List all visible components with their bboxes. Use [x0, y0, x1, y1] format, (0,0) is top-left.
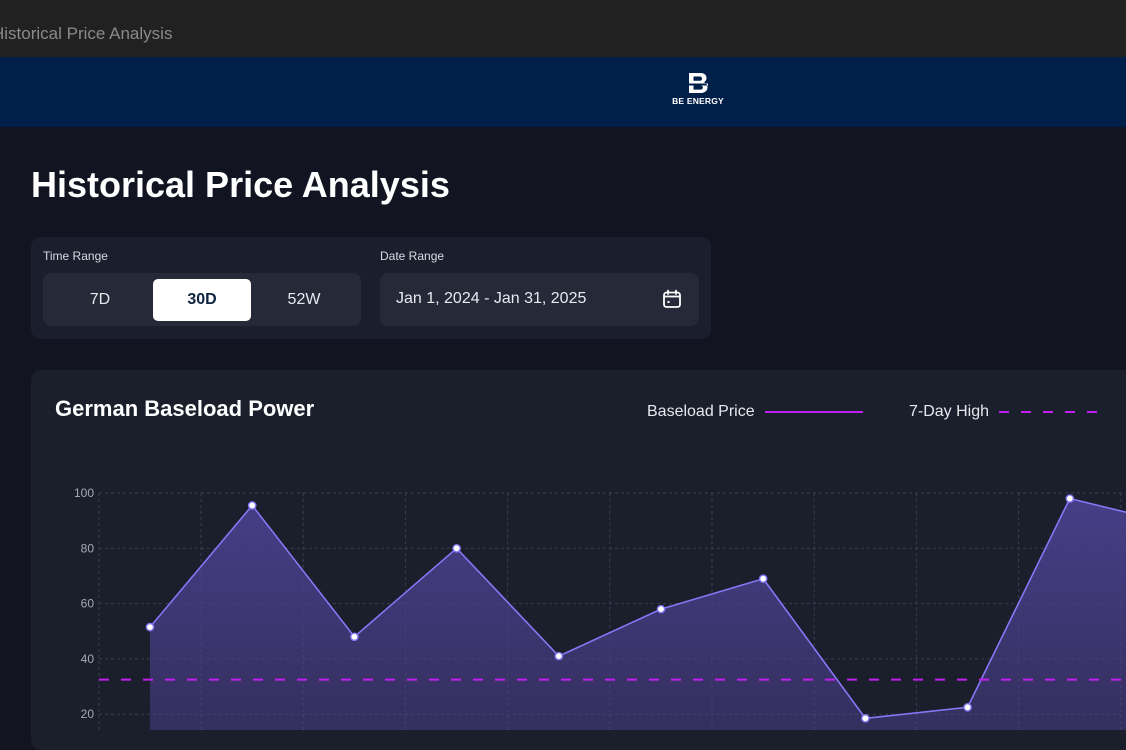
- data-point: [452, 544, 461, 553]
- time-range-label: Time Range: [43, 249, 108, 263]
- time-range-52w-button[interactable]: 52W: [287, 291, 321, 308]
- data-point: [1065, 494, 1075, 503]
- date-range-picker[interactable]: Jan 1, 2024 - Jan 31, 2025: [380, 273, 699, 326]
- y-tick-label: 100: [74, 486, 94, 500]
- date-range-label: Date Range: [380, 249, 445, 263]
- date-range-value: Jan 1, 2024 - Jan 31, 2025: [396, 290, 587, 307]
- legend-dashed-line-swatch: [999, 411, 1100, 413]
- calendar-icon[interactable]: [662, 289, 682, 309]
- chart-title: German Baseload Power: [55, 396, 315, 421]
- logo-text: BE ENERGY: [672, 96, 724, 106]
- logo-b-icon: [689, 73, 708, 93]
- data-point: [963, 702, 972, 712]
- window-titlebar: Historical Price Analysis: [0, 0, 1126, 57]
- y-tick-label: 20: [81, 707, 95, 721]
- data-point: [861, 714, 870, 723]
- y-tick-label: 80: [81, 541, 95, 555]
- y-tick-label: 40: [81, 652, 95, 666]
- filter-panel: Time Range 7D 30D 52W Date Range Jan 1, …: [31, 237, 711, 339]
- area-fill: [150, 498, 1126, 730]
- data-point: [554, 651, 564, 661]
- brand-header: [0, 57, 1126, 127]
- be-energy-logo[interactable]: BE ENERGY: [670, 72, 726, 110]
- time-range-selector: 7D 30D 52W: [43, 273, 361, 326]
- data-point: [350, 632, 359, 642]
- price-chart: 100 80 60 40 20: [74, 486, 1126, 730]
- data-point: [656, 604, 666, 614]
- data-point: [145, 622, 155, 632]
- window-title: Historical Price Analysis: [0, 24, 173, 43]
- legend-label: Baseload Price: [647, 403, 755, 420]
- legend-baseload-price[interactable]: Baseload Price: [647, 403, 865, 421]
- data-point: [247, 501, 257, 510]
- data-point: [758, 574, 768, 584]
- legend-solid-line-swatch: [764, 411, 863, 413]
- y-tick-label: 60: [81, 597, 95, 611]
- time-range-30d-button[interactable]: 30D: [153, 279, 251, 321]
- page-title: Historical Price Analysis: [31, 164, 450, 205]
- legend-label: 7-Day High: [909, 403, 990, 420]
- time-range-7d-button[interactable]: 7D: [89, 291, 111, 308]
- legend-7-day-high[interactable]: 7-Day High: [909, 403, 1100, 421]
